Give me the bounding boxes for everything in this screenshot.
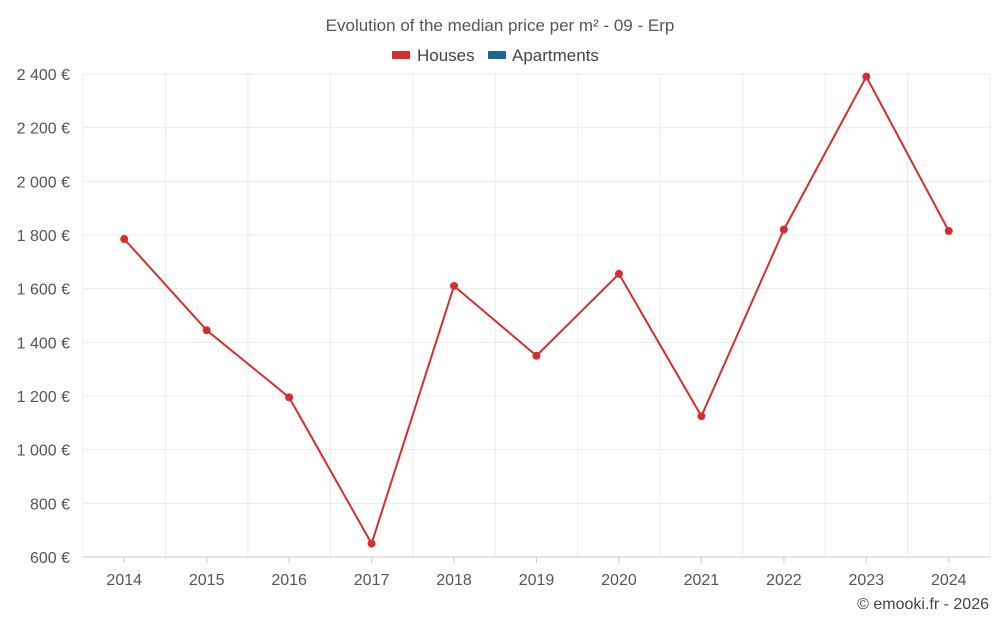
data-point-houses-2020[interactable] (614, 269, 623, 278)
legend-swatch-houses (392, 51, 410, 59)
grid (82, 73, 991, 557)
data-point-houses-2023[interactable] (862, 72, 871, 81)
y-tick-label: 800 € (30, 496, 70, 513)
x-tick-label: 2017 (354, 572, 390, 589)
x-tick-label: 2023 (849, 572, 885, 589)
data-point-houses-2015[interactable] (202, 326, 211, 335)
data-point-houses-2022[interactable] (779, 225, 788, 234)
y-tick-label: 1 000 € (17, 443, 70, 460)
x-tick-label: 2019 (519, 572, 555, 589)
y-tick-label: 1 800 € (17, 228, 70, 245)
copyright: © emooki.fr - 2026 (857, 596, 989, 613)
y-axis: 600 € 800 € 1 000 € 1 200 € 1 400 € 1 600 € 1 … (17, 67, 70, 567)
y-tick-label: 2 200 € (17, 121, 70, 138)
data-point-houses-2021[interactable] (697, 412, 706, 421)
y-tick-label: 2 400 € (17, 67, 70, 84)
x-tick-label: 2018 (436, 572, 472, 589)
data-point-houses-2014[interactable] (120, 235, 129, 244)
y-tick-label: 1 200 € (17, 389, 70, 406)
data-point-houses-2017[interactable] (367, 539, 376, 548)
x-tick-label: 2014 (106, 572, 142, 589)
y-tick-label: 2 000 € (17, 174, 70, 191)
y-tick-label: 600 € (30, 550, 70, 567)
legend-swatch-apartments (488, 51, 506, 59)
data-point-houses-2024[interactable] (944, 226, 953, 235)
x-axis: 2014 2015 2016 2017 2018 2019 2020 2021 2022 2023… (83, 556, 990, 589)
chart-title: Evolution of the median price per m² - 0… (326, 16, 675, 35)
data-point-houses-2016[interactable] (285, 393, 294, 402)
y-tick-label: 1 400 € (17, 335, 70, 352)
x-tick-label: 2022 (766, 572, 802, 589)
data-point-houses-2018[interactable] (450, 281, 459, 290)
y-tick-label: 1 600 € (17, 282, 70, 299)
data-point-houses-2019[interactable] (532, 351, 541, 360)
x-tick-label: 2024 (931, 572, 967, 589)
x-tick-label: 2015 (189, 572, 225, 589)
legend-label-houses[interactable]: Houses (417, 46, 475, 65)
x-tick-label: 2016 (271, 572, 307, 589)
series-houses (120, 72, 953, 548)
x-tick-label: 2020 (601, 572, 637, 589)
x-tick-label: 2021 (684, 572, 720, 589)
legend: Houses Apartments (392, 46, 599, 65)
legend-label-apartments[interactable]: Apartments (512, 46, 599, 65)
